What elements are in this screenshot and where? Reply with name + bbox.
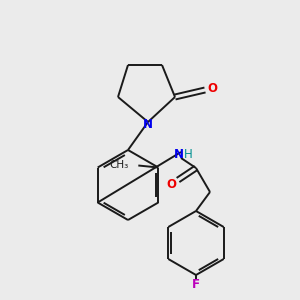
Text: H: H (184, 148, 192, 160)
Text: N: N (174, 148, 184, 160)
Text: F: F (192, 278, 200, 290)
Text: O: O (166, 178, 176, 191)
Text: O: O (207, 82, 217, 95)
Text: N: N (143, 118, 153, 130)
Text: CH₃: CH₃ (109, 160, 128, 170)
